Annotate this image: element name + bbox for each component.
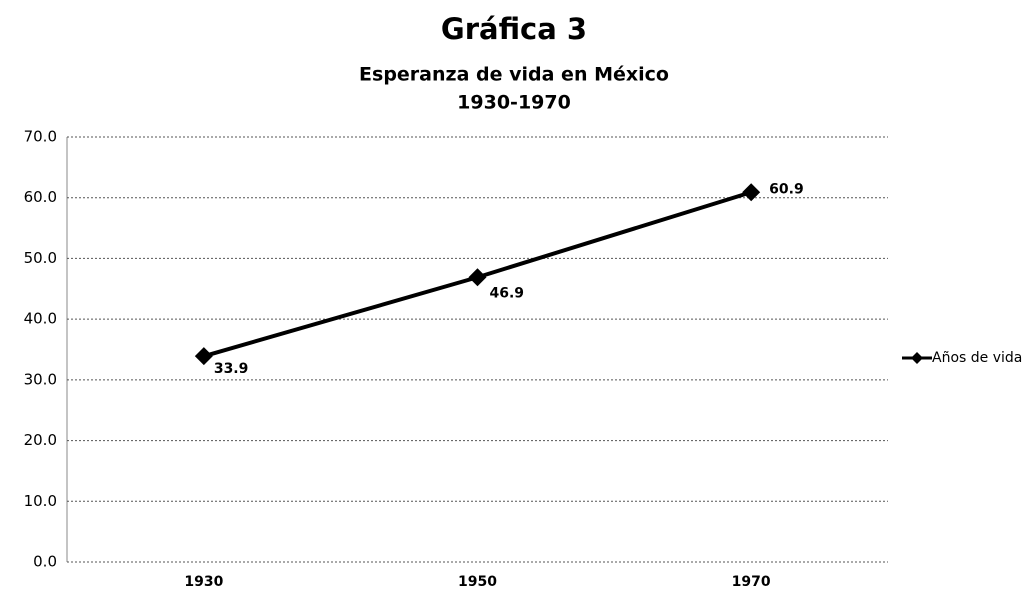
legend-marker bbox=[911, 352, 923, 364]
legend-label: Años de vida bbox=[932, 350, 1022, 366]
data-label: 60.9 bbox=[769, 181, 804, 197]
chart-title: Gráfica 3 bbox=[441, 12, 587, 46]
data-point bbox=[194, 347, 213, 366]
y-tick-label: 0.0 bbox=[33, 553, 57, 571]
y-tick-label: 10.0 bbox=[24, 492, 57, 510]
data-point bbox=[742, 183, 761, 202]
chart-subtitle: Esperanza de vida en México bbox=[359, 64, 669, 86]
y-tick-label: 30.0 bbox=[24, 370, 57, 388]
x-tick-label: 1970 bbox=[732, 574, 771, 589]
x-tick-label: 1950 bbox=[458, 574, 497, 589]
x-tick-label: 1930 bbox=[184, 574, 223, 589]
data-label: 46.9 bbox=[490, 285, 525, 301]
chart-subtitle: 1930-1970 bbox=[457, 92, 571, 114]
y-tick-label: 20.0 bbox=[24, 431, 57, 449]
data-point bbox=[468, 268, 487, 287]
y-tick-label: 60.0 bbox=[24, 188, 57, 206]
y-tick-label: 40.0 bbox=[24, 310, 57, 328]
data-label: 33.9 bbox=[214, 361, 249, 377]
y-tick-label: 50.0 bbox=[24, 249, 57, 267]
y-tick-label: 70.0 bbox=[24, 128, 57, 146]
